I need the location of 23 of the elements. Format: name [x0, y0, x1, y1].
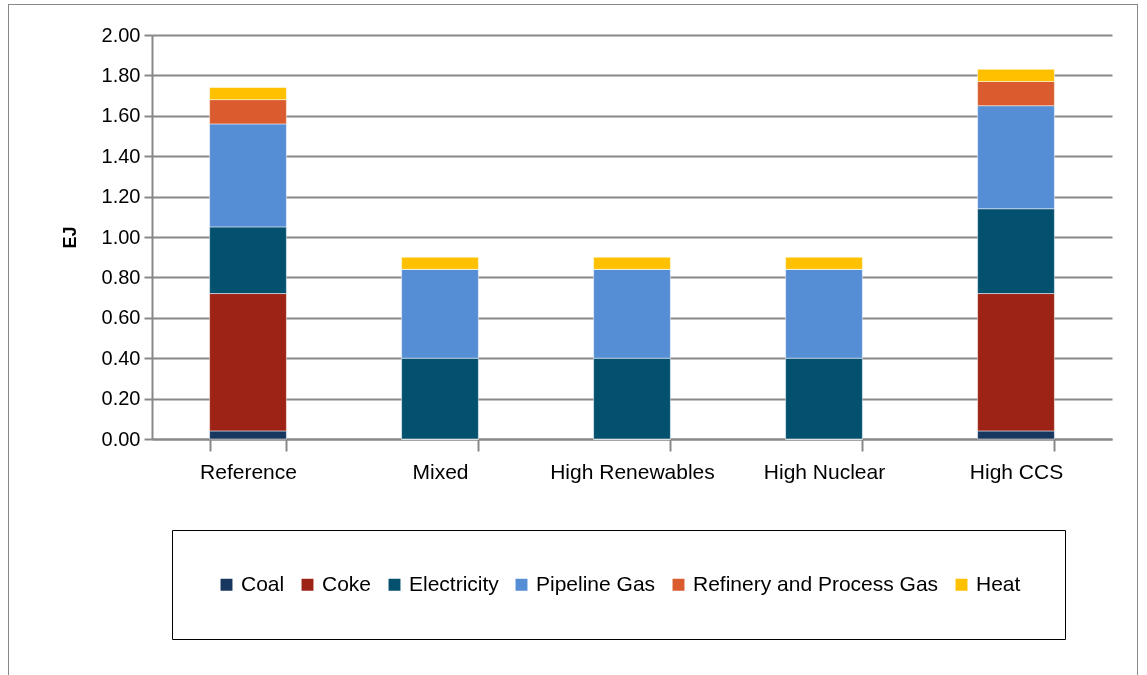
legend-label: Refinery and Process Gas [693, 571, 939, 595]
y-tick-label: 0.80 [101, 265, 141, 288]
y-tick-label: 0.20 [101, 387, 141, 410]
legend-label: Coke [322, 571, 372, 595]
y-tick-label: 0.40 [101, 346, 141, 369]
y-tick-label: 0.00 [101, 427, 141, 450]
y-axis-title: EJ [59, 226, 80, 249]
y-tick-label: 1.00 [101, 225, 141, 248]
y-tick-label: 1.80 [101, 63, 141, 86]
x-tick-label: High Nuclear [763, 459, 886, 483]
legend-label: Heat [976, 571, 1021, 595]
y-tick-label: 0.60 [101, 306, 141, 329]
x-tick-label: High Renewables [550, 459, 715, 483]
legend-label: Electricity [409, 571, 500, 595]
y-tick-label: 1.20 [101, 185, 141, 208]
x-tick-label: Reference [200, 459, 297, 483]
y-tick-label: 1.60 [101, 104, 141, 127]
legend-label: Pipeline Gas [536, 571, 656, 595]
x-tick-label: Mixed [412, 459, 469, 483]
y-tick-label: 1.40 [101, 144, 141, 167]
legend-label: Coal [241, 571, 285, 595]
y-tick-label: 2.00 [101, 23, 141, 46]
x-tick-label: High CCS [969, 459, 1064, 483]
